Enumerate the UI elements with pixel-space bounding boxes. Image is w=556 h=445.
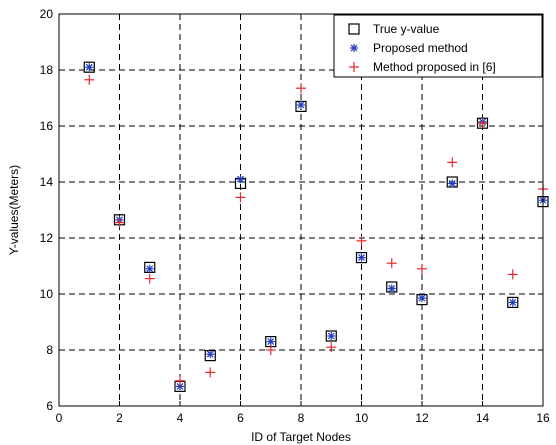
legend-label: True y-value xyxy=(373,22,440,36)
legend-label: Proposed method xyxy=(373,41,468,55)
point-asterisk xyxy=(387,284,396,293)
point-asterisk xyxy=(236,175,245,184)
point-asterisk xyxy=(297,101,305,109)
point-plus xyxy=(84,74,95,85)
legend-marker-plus xyxy=(349,62,359,72)
point-asterisk xyxy=(327,332,336,340)
y-tick-label: 18 xyxy=(40,63,54,77)
y-tick-label: 12 xyxy=(40,231,54,245)
point-plus xyxy=(235,192,246,203)
y-tick-label: 14 xyxy=(40,175,54,189)
plot-frame xyxy=(58,13,544,407)
point-asterisk xyxy=(357,253,366,262)
point-plus xyxy=(114,217,125,228)
legend-marker-square xyxy=(348,23,360,35)
y-tick-label: 6 xyxy=(46,399,53,413)
point-plus xyxy=(265,345,276,355)
point-plus xyxy=(356,235,367,246)
x-tick-label: 16 xyxy=(536,411,550,425)
point-plus xyxy=(507,269,518,280)
point-plus xyxy=(205,367,216,378)
legend-marker-asterisk xyxy=(350,44,358,52)
point-square xyxy=(325,330,337,342)
x-tick-label: 12 xyxy=(415,411,429,425)
legend: True y-value Proposed method Method propos… xyxy=(333,14,543,78)
y-tick-label: 8 xyxy=(46,343,53,357)
x-axis-label: ID of Target Nodes xyxy=(251,430,351,444)
point-plus xyxy=(326,342,337,353)
point-plus xyxy=(144,273,155,284)
axis-ticks: 0 2 4 6 8 10 12 14 16 6 8 10 12 14 16 18 20 xyxy=(40,7,550,425)
x-tick-label: 8 xyxy=(298,411,305,425)
point-square xyxy=(355,252,368,264)
point-asterisk xyxy=(145,264,154,273)
point-plus xyxy=(447,157,458,168)
y-tick-label: 10 xyxy=(40,287,54,301)
point-asterisk xyxy=(85,63,94,72)
point-asterisk xyxy=(418,294,426,303)
x-tick-label: 2 xyxy=(116,411,123,425)
point-plus xyxy=(296,83,306,94)
x-tick-label: 0 xyxy=(56,411,63,425)
x-tick-label: 14 xyxy=(476,411,490,425)
y-tick-label: 20 xyxy=(40,7,54,21)
point-asterisk xyxy=(448,179,457,188)
y-tick-label: 16 xyxy=(40,119,54,133)
point-square xyxy=(83,61,95,73)
point-asterisk xyxy=(508,298,517,307)
point-plus xyxy=(417,263,427,274)
point-square xyxy=(507,296,519,308)
x-tick-label: 4 xyxy=(177,411,184,425)
point-asterisk xyxy=(206,350,215,359)
y-axis-label: Y-values(Meters) xyxy=(7,165,21,255)
point-plus xyxy=(386,258,397,269)
x-tick-label: 6 xyxy=(237,411,244,425)
point-asterisk xyxy=(266,337,275,346)
x-tick-label: 10 xyxy=(355,411,369,425)
legend-box xyxy=(333,14,543,78)
legend-label: Method proposed in [6] xyxy=(373,60,496,74)
point-plus xyxy=(175,375,185,386)
point-plus xyxy=(477,118,488,129)
